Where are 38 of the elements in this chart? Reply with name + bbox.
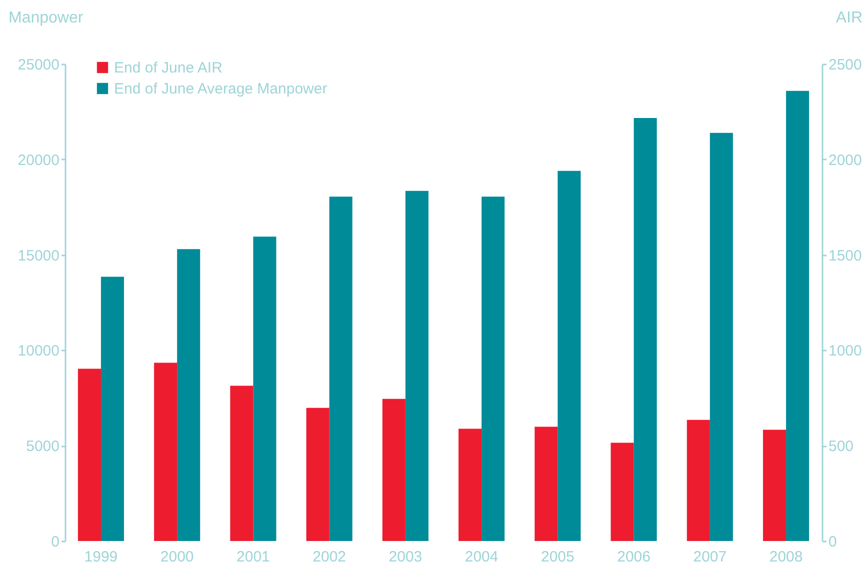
bar <box>329 196 352 541</box>
x-tick-label: 2003 <box>388 548 422 564</box>
y2-tick-label: 1500 <box>828 247 862 264</box>
bar <box>634 118 657 541</box>
x-tick-label: 2004 <box>464 548 498 564</box>
x-tick-label: 2005 <box>540 548 574 564</box>
bar <box>710 132 733 541</box>
y2-axis-title: AIR <box>836 10 862 26</box>
legend-label: End of June Average Manpower <box>114 80 328 98</box>
bar <box>482 196 505 541</box>
bar <box>558 170 581 541</box>
x-tick-label: 2007 <box>693 548 727 564</box>
x-tick-label: 2006 <box>617 548 650 564</box>
y2-tick-label: 2000 <box>828 152 862 169</box>
y2-tick-label: 0 <box>828 534 837 550</box>
y-tick-label: 0 <box>51 534 60 550</box>
y-tick-label: 20000 <box>18 152 60 169</box>
bar <box>405 190 428 541</box>
bar <box>786 90 810 541</box>
y-tick-label: 10000 <box>18 342 60 360</box>
y-axis-title: Manpower <box>8 10 84 26</box>
x-tick-label: 2001 <box>236 548 270 564</box>
y-tick-label: 25000 <box>18 56 60 74</box>
x-tick-label: 1999 <box>84 548 118 564</box>
y2-tick-label: 500 <box>828 438 854 456</box>
bar <box>610 442 634 541</box>
x-tick-label: 2002 <box>312 548 346 564</box>
y-tick-label: 5000 <box>26 438 60 456</box>
bar <box>763 430 786 541</box>
legend-label: End of June AIR <box>114 60 223 76</box>
y2-tick-label: 2500 <box>828 56 862 74</box>
bar <box>534 426 558 541</box>
bar <box>686 420 710 541</box>
x-tick-label: 2008 <box>769 548 803 564</box>
x-tick-label: 2000 <box>160 548 194 564</box>
y2-tick-label: 1000 <box>828 342 862 360</box>
y-tick-label: 15000 <box>18 247 60 264</box>
bar <box>458 428 482 541</box>
